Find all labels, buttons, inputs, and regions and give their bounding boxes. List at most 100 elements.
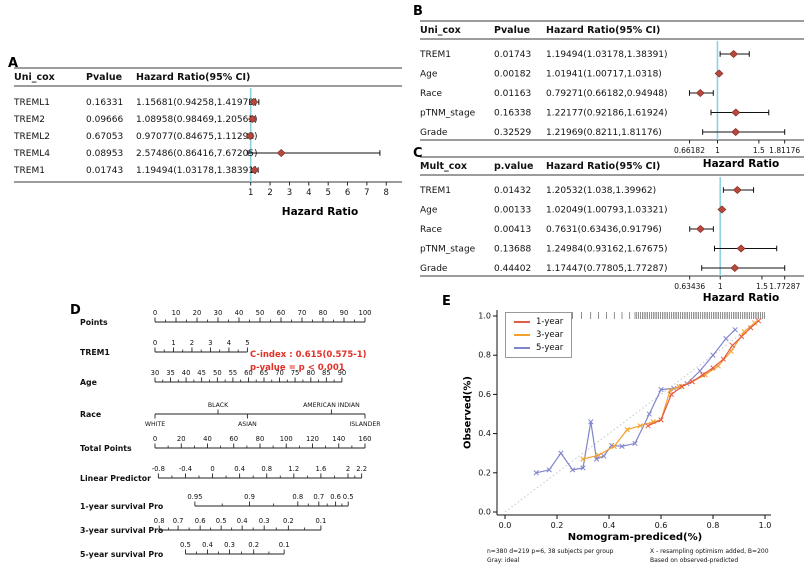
- row-gene-name: TREML4: [14, 149, 50, 159]
- panel-b-forest-plot: Uni_cox Pvalue Hazard Ratio(95% CI) TREM1 0.…: [420, 20, 804, 155]
- x-marker: [723, 335, 729, 342]
- panel-c-forest-plot: Mult_cox p.value Hazard Ratio(95% CI) TREM1…: [420, 156, 804, 291]
- panel-e-xaxis-title: Nomogram-prediced(%): [567, 532, 703, 543]
- nomogram-tick-label: 35: [166, 369, 175, 377]
- row-pvalue: 0.01743: [494, 50, 531, 60]
- legend-label: 3-year: [536, 330, 564, 340]
- row-gene-name: Age: [420, 70, 438, 80]
- nomogram-tick-label: 1.6: [315, 465, 326, 473]
- panel-b-xaxis-title: Hazard Ratio: [702, 158, 780, 170]
- x-axis-tick-label: 0.8: [707, 521, 720, 530]
- nomogram-tick-label: 80: [306, 369, 315, 377]
- axis-tick-label: 1: [718, 282, 723, 291]
- row-pvalue: 0.13688: [494, 245, 531, 255]
- y-axis-tick-label: 0.0: [478, 508, 491, 517]
- row-hr-ci: 0.7631(0.63436,0.91796): [546, 225, 662, 235]
- x-marker: [755, 318, 762, 324]
- axis-tick-label: 1: [248, 188, 253, 198]
- x-axis-tick-label: 0.4: [603, 521, 616, 530]
- cindex-line: C-index : 0.615(0.575-1): [250, 350, 367, 360]
- nomogram-tick-label: 30: [214, 310, 223, 317]
- x-marker: [637, 423, 643, 429]
- nomogram-tick-label: 2.2: [356, 465, 367, 473]
- x-marker: [741, 329, 747, 335]
- note-sample-size: n=380 d=219 p=6, 38 subjects per group: [487, 548, 614, 555]
- hr-diamond: [714, 69, 724, 78]
- row-gene-name: Grade: [420, 128, 448, 138]
- row-pvalue: 0.00413: [494, 225, 531, 235]
- y-axis-tick-label: 0.6: [478, 390, 491, 399]
- row-pvalue: 0.16331: [86, 98, 123, 108]
- axis-tick-label: 1.5: [756, 282, 768, 291]
- x-marker: [715, 363, 721, 369]
- x-marker: [645, 423, 651, 429]
- row-gene-name: Race: [420, 225, 443, 235]
- hr-diamond: [736, 244, 746, 253]
- nomogram-tick-label: 80: [256, 435, 265, 443]
- column-header: Hazard Ratio(95% CI): [136, 72, 250, 83]
- x-marker: [588, 419, 594, 425]
- nomogram-tick-label: 85: [322, 369, 331, 377]
- column-header: Pvalue: [86, 72, 122, 83]
- x-marker: [658, 417, 664, 423]
- row-gene-name: TREM2: [14, 115, 45, 125]
- nomogram-tick-label: 1: [171, 339, 175, 347]
- axis-tick-label: 6: [345, 188, 350, 198]
- nomogram-row-label: 3-year survival Pro: [80, 526, 164, 535]
- nomogram-row-label: Age: [80, 378, 97, 387]
- pvalue-line: p-value = p < 0.001: [250, 363, 345, 374]
- nomogram-tick-label: 0.7: [313, 493, 324, 501]
- nomogram-tick-label: 50: [213, 369, 222, 377]
- x-marker: [611, 443, 617, 449]
- row-hr-ci: 0.79271(0.66182,0.94948): [546, 89, 668, 99]
- axis-tick-label: 1.5: [753, 146, 765, 155]
- legend-item-1-year: 1-year: [514, 317, 563, 327]
- hr-diamond: [730, 263, 740, 273]
- row-hr-ci: 0.97077(0.84675,1.11295): [136, 132, 258, 142]
- axis-tick-label: 3: [287, 188, 292, 198]
- row-pvalue: 0.08953: [86, 149, 123, 159]
- nomogram-tick-label: 0.3: [224, 541, 235, 549]
- x-axis-tick-label: 0.0: [499, 521, 512, 530]
- nomogram-tick-label: 60: [229, 435, 238, 443]
- x-marker: [546, 467, 552, 473]
- axis-tick-label: 1.77287: [769, 282, 800, 291]
- axis-tick-label: 1: [715, 146, 720, 155]
- nomogram-tick-label: 100: [280, 435, 293, 443]
- x-marker: [738, 333, 745, 340]
- legend-line-swatch: [514, 347, 530, 349]
- column-header: Uni_cox: [420, 25, 461, 36]
- legend-line-swatch: [514, 321, 530, 323]
- hr-diamond: [731, 127, 741, 137]
- nomogram-tick-label: 0: [153, 339, 157, 347]
- row-pvalue: 0.09666: [86, 115, 123, 125]
- nomogram-tick-label: 160: [359, 435, 372, 443]
- x-marker: [632, 440, 638, 447]
- nomogram-tick-label: 10: [172, 310, 181, 317]
- column-header: p.value: [494, 161, 533, 172]
- nomogram-tick-label: ASIAN: [238, 421, 257, 428]
- row-hr-ci: 2.57486(0.86416,7.67205): [136, 149, 258, 159]
- note-based-on: Based on observed-predicted: [650, 556, 739, 564]
- nomogram-tick-label: 2: [190, 339, 194, 347]
- panel-e-calibration-plot: 0.0 0.2 0.4 0.6 0.8 1.0 0.0 0.2 0.4 0.6 0.8 1.0: [478, 310, 771, 530]
- nomogram-tick-label: 0.5: [180, 541, 191, 549]
- row-pvalue: 0.44402: [494, 264, 531, 274]
- row-pvalue: 0.67053: [86, 132, 123, 142]
- panel-d-label: D: [70, 303, 81, 318]
- nomogram-tick-label: 0.9: [244, 493, 255, 501]
- row-gene-name: Age: [420, 206, 438, 216]
- nomogram-tick-label: 0.8: [292, 493, 303, 501]
- x-marker: [710, 365, 716, 371]
- nomogram-tick-label: 0.5: [216, 517, 227, 525]
- column-header: Pvalue: [494, 25, 530, 36]
- calibration-note-left: n=380 d=219 p=6, 38 subjects per group G…: [487, 548, 613, 565]
- row-pvalue: 0.01163: [494, 89, 531, 99]
- column-header: Uni_cox: [14, 72, 55, 83]
- nomogram-tick-label: 20: [177, 435, 186, 443]
- hr-diamond: [732, 185, 742, 195]
- row-hr-ci: 1.19494(1.03178,1.38391): [546, 50, 668, 60]
- hr-diamond: [245, 131, 255, 141]
- hr-diamond: [247, 114, 257, 124]
- row-hr-ci: 1.24984(0.93162,1.67675): [546, 245, 668, 255]
